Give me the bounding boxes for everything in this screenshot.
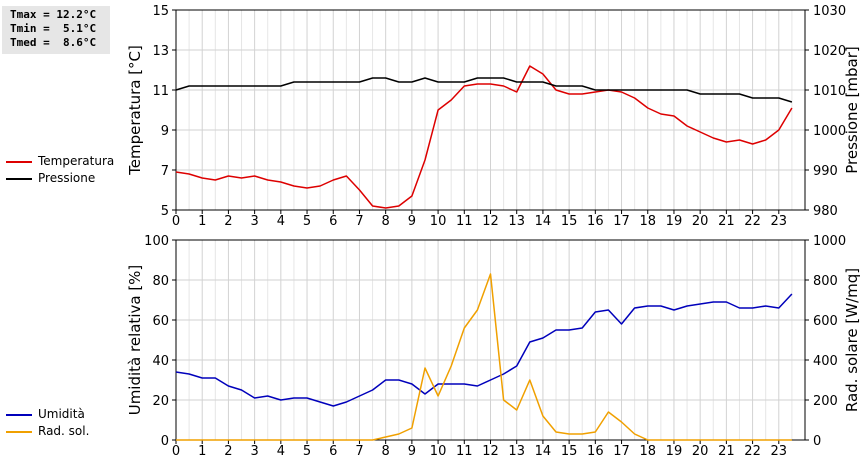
x-tick-label: 12 (482, 444, 499, 459)
y2-tick-label: 1000 (813, 124, 846, 139)
y2-tick-label: 400 (813, 354, 838, 369)
chart-panel-1: 0 1 2 3 4 5 6 7 8 9 10 11 12 13 14 15 16 17 18 19 20 21 22 2302… (126, 234, 860, 459)
y2-tick-label: 990 (813, 164, 838, 179)
legend-swatch-umidita (6, 414, 32, 416)
y2-axis-title: Pressione [mbar] (843, 46, 860, 174)
x-tick-label: 15 (561, 214, 578, 229)
legend-label-pressione: Pressione (38, 171, 96, 185)
x-tick-label: 9 (408, 444, 416, 459)
x-tick-label: 1 (198, 214, 206, 229)
series-line-1-1 (176, 273, 792, 441)
chart-panel-0: 0 1 2 3 4 5 6 7 8 9 10 11 12 13 14 15 16 17 18 19 20 21 22 2357… (126, 4, 860, 229)
y-tick-label: 15 (152, 4, 169, 19)
y2-tick-label: 200 (813, 394, 838, 409)
x-tick-label: 22 (744, 444, 761, 459)
legend-swatch-pressione (6, 178, 32, 180)
y-tick-label: 5 (161, 204, 169, 219)
x-tick-label: 23 (771, 214, 788, 229)
x-tick-label: 3 (250, 214, 258, 229)
x-tick-label: 4 (277, 214, 285, 229)
stats-line-tmed: Tmed = 8.6°C (10, 36, 97, 49)
y2-tick-label: 600 (813, 314, 838, 329)
y-tick-label: 13 (152, 44, 169, 59)
y2-tick-label: 1000 (813, 234, 846, 249)
y-axis-title: Umidità relativa [%] (126, 265, 144, 416)
series-line-1-0 (175, 293, 793, 407)
y-tick-label: 9 (161, 124, 169, 139)
y2-tick-label: 0 (813, 434, 821, 449)
y-tick-label: 11 (152, 84, 169, 99)
x-tick-label: 5 (303, 444, 311, 459)
legend-label-radsol: Rad. sol. (38, 424, 90, 438)
x-tick-label: 23 (771, 444, 788, 459)
x-tick-label: 16 (587, 444, 604, 459)
y-tick-label: 100 (144, 234, 169, 249)
x-tick-label: 11 (456, 214, 473, 229)
x-tick-label: 21 (718, 444, 735, 459)
legend-swatch-temperatura (6, 161, 32, 163)
x-tick-label: 20 (692, 444, 709, 459)
series-line-0-1 (175, 77, 793, 103)
x-tick-label: 18 (639, 444, 656, 459)
x-tick-label: 6 (329, 214, 337, 229)
y-tick-label: 60 (152, 314, 169, 329)
x-tick-label: 17 (613, 214, 630, 229)
x-tick-label: 5 (303, 214, 311, 229)
x-tick-label: 4 (277, 444, 285, 459)
y2-tick-label: 980 (813, 204, 838, 219)
stats-line-tmax: Tmax = 12.2°C (10, 8, 97, 21)
x-tick-label: 20 (692, 214, 709, 229)
x-tick-label: 22 (744, 214, 761, 229)
x-tick-label: 6 (329, 444, 337, 459)
x-tick-label: 13 (508, 214, 525, 229)
y2-axis-title: Rad. solare [W/mq] (843, 268, 860, 412)
y2-tick-label: 1030 (813, 4, 846, 19)
y-tick-label: 7 (161, 164, 169, 179)
x-tick-label: 0 (172, 214, 180, 229)
y2-tick-label: 1020 (813, 44, 846, 59)
x-tick-label: 2 (224, 214, 232, 229)
x-tick-label: 8 (382, 444, 390, 459)
x-tick-label: 3 (250, 444, 258, 459)
x-tick-label: 7 (355, 444, 363, 459)
x-tick-label: 10 (430, 444, 447, 459)
legend-label-umidita: Umidità (38, 407, 85, 421)
x-tick-label: 21 (718, 214, 735, 229)
stats-box: Tmax = 12.2°C Tmin = 5.1°C Tmed = 8.6°C (2, 6, 110, 54)
y-tick-label: 40 (152, 354, 169, 369)
y-tick-label: 0 (161, 434, 169, 449)
x-tick-label: 1 (198, 444, 206, 459)
x-tick-label: 18 (639, 214, 656, 229)
x-tick-label: 7 (355, 214, 363, 229)
legend-label-temperatura: Temperatura (38, 154, 115, 168)
x-tick-label: 19 (666, 214, 683, 229)
stats-line-tmin: Tmin = 5.1°C (10, 22, 97, 35)
y-tick-label: 80 (152, 274, 169, 289)
x-tick-label: 8 (382, 214, 390, 229)
legend-swatch-radsol (6, 431, 32, 433)
y2-tick-label: 800 (813, 274, 838, 289)
x-tick-label: 12 (482, 214, 499, 229)
series-line-0-0 (175, 65, 793, 209)
x-tick-label: 19 (666, 444, 683, 459)
x-tick-label: 17 (613, 444, 630, 459)
x-tick-label: 13 (508, 444, 525, 459)
y-tick-label: 20 (152, 394, 169, 409)
y-axis-title: Temperatura [°C] (126, 45, 144, 176)
x-tick-label: 0 (172, 444, 180, 459)
x-tick-label: 15 (561, 444, 578, 459)
x-tick-label: 10 (430, 214, 447, 229)
x-tick-label: 2 (224, 444, 232, 459)
y2-tick-label: 1010 (813, 84, 846, 99)
x-tick-label: 9 (408, 214, 416, 229)
x-tick-label: 14 (535, 214, 552, 229)
x-tick-label: 11 (456, 444, 473, 459)
x-tick-label: 16 (587, 214, 604, 229)
x-tick-label: 14 (535, 444, 552, 459)
